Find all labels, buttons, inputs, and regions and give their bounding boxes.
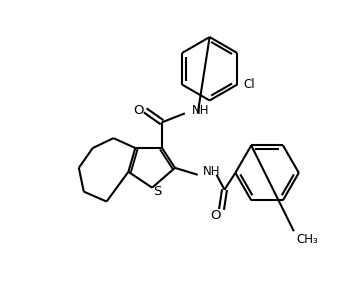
Text: NH: NH: [203, 165, 220, 178]
Text: NH: NH: [192, 104, 209, 117]
Text: Cl: Cl: [243, 78, 255, 91]
Text: O: O: [210, 209, 221, 222]
Text: CH₃: CH₃: [297, 233, 319, 246]
Text: O: O: [133, 104, 144, 117]
Text: S: S: [153, 185, 161, 198]
